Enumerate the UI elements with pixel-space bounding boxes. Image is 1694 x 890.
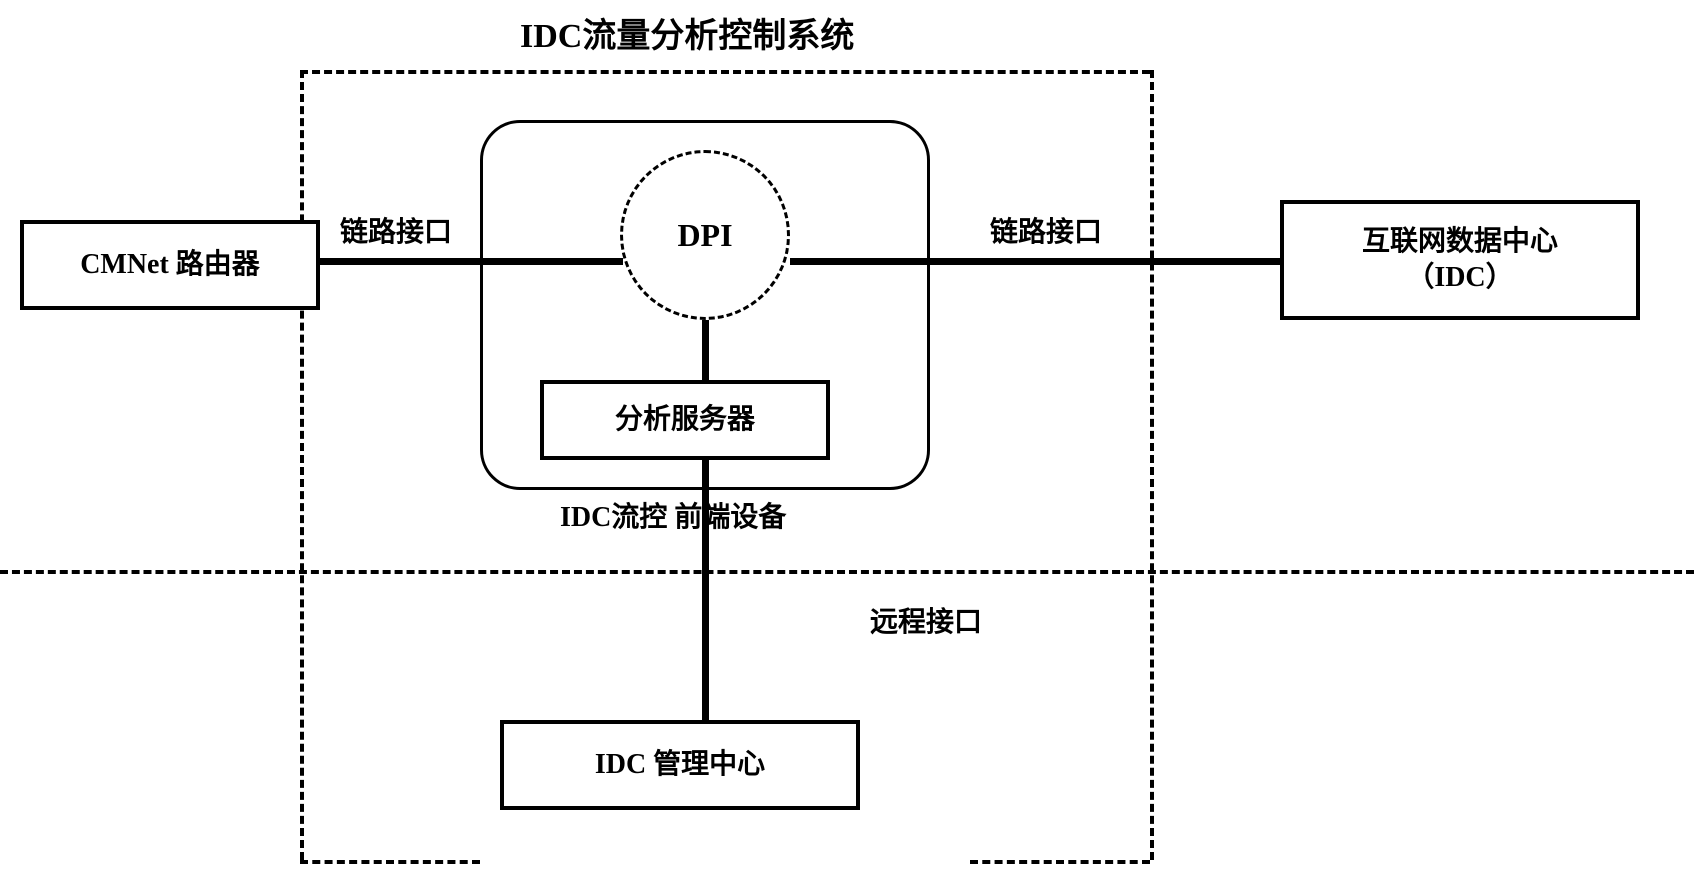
label-link-right: 链路接口: [990, 210, 1102, 250]
dashed-outer-top: [300, 70, 1150, 74]
diagram-canvas: IDC流量分析控制系统 CMNet 路由器 互联网数据中心 （IDC） DPI …: [0, 0, 1694, 890]
label-link-left: 链路接口: [340, 210, 452, 250]
label-frontend: IDC流控 前端设备: [560, 495, 786, 535]
diagram-title: IDC流量分析控制系统: [520, 8, 854, 57]
node-dpi-label: DPI: [677, 217, 732, 254]
dashed-outer-bottom-left: [300, 860, 480, 864]
edge-dpi-to-analysis: [702, 320, 709, 380]
dashed-outer-right: [1150, 70, 1154, 860]
node-idc-mgmt: IDC 管理中心: [500, 720, 860, 810]
node-idc-center-label-1: 互联网数据中心: [1362, 224, 1558, 260]
edge-right-link: [790, 258, 1280, 265]
dashed-outer-left: [300, 70, 304, 860]
dashed-outer-bottom-right: [970, 860, 1150, 864]
dashed-mid-separator: [0, 570, 1694, 574]
node-cmnet-router: CMNet 路由器: [20, 220, 320, 310]
node-cmnet-router-label: CMNet 路由器: [80, 247, 260, 283]
node-idc-center: 互联网数据中心 （IDC）: [1280, 200, 1640, 320]
node-dpi: DPI: [620, 150, 790, 320]
node-analysis-server: 分析服务器: [540, 380, 830, 460]
edge-left-link: [320, 258, 623, 265]
label-remote-interface: 远程接口: [870, 600, 982, 640]
node-idc-center-label-2: （IDC）: [1362, 260, 1558, 296]
node-analysis-server-label: 分析服务器: [615, 402, 755, 438]
node-idc-mgmt-label: IDC 管理中心: [595, 747, 765, 783]
